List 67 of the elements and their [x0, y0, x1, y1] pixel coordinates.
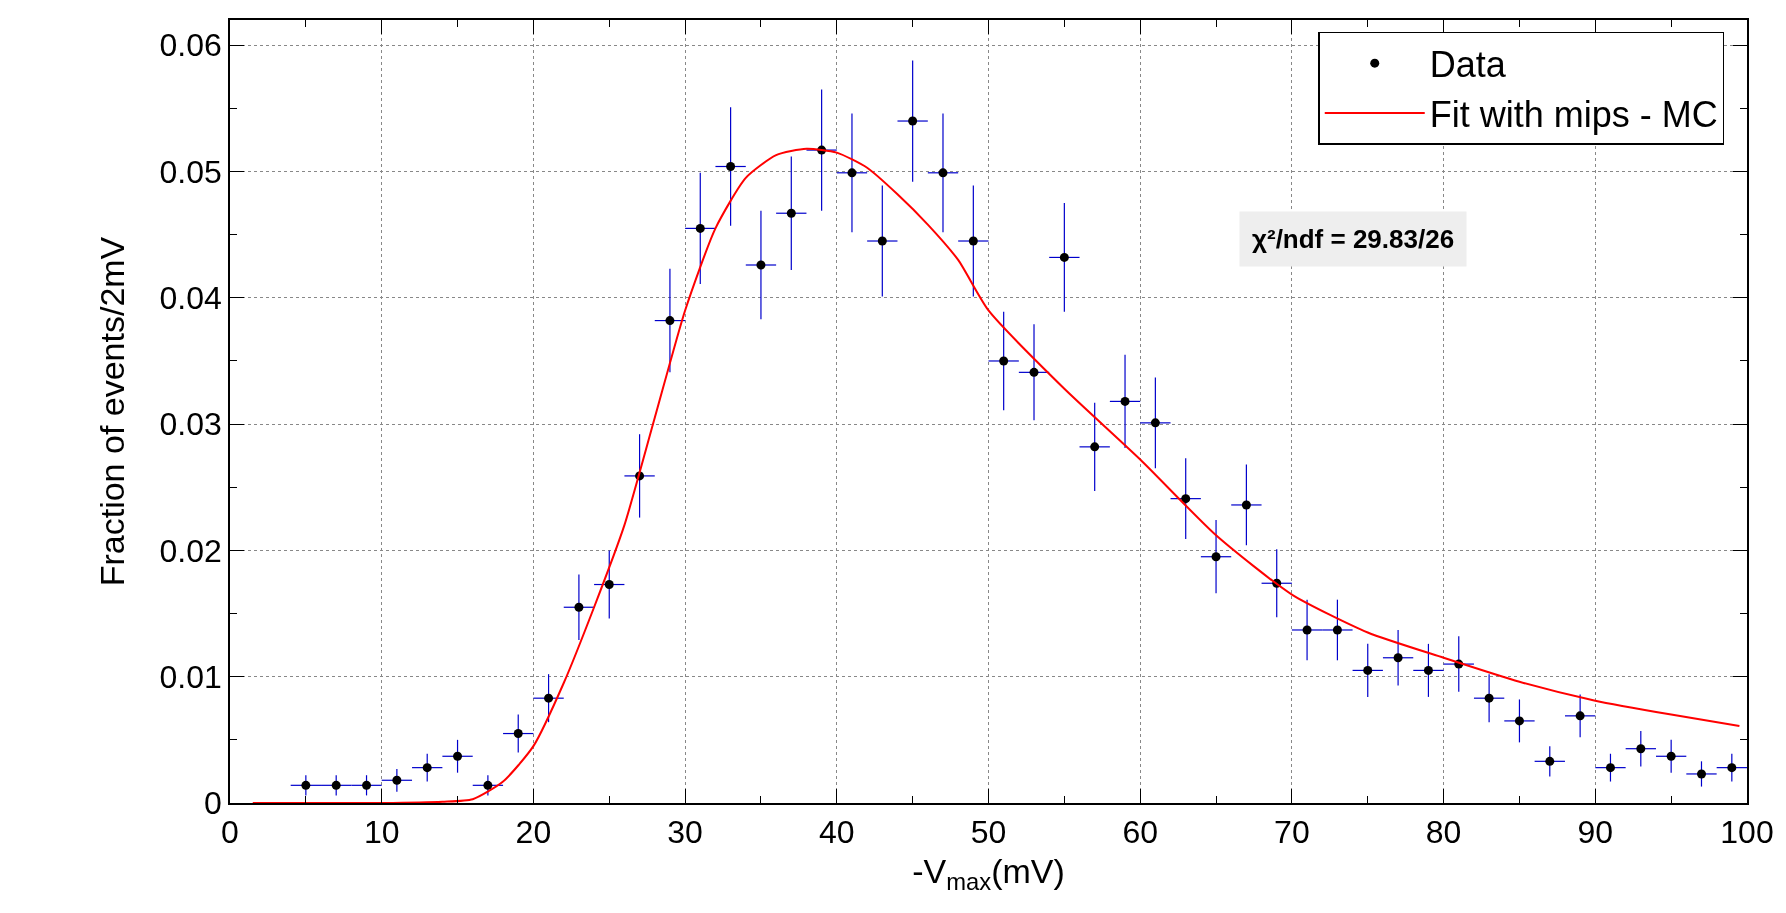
point	[604, 580, 614, 590]
y-axis-title: Fraction of events/2mV	[92, 236, 131, 587]
point	[1393, 653, 1403, 663]
y-tick-label: 0.02	[159, 532, 222, 569]
point	[1241, 500, 1251, 510]
point	[422, 763, 432, 773]
point	[1696, 769, 1706, 779]
point	[331, 780, 341, 790]
point	[392, 775, 402, 785]
x-tick-label: 80	[1425, 814, 1462, 851]
point	[1090, 442, 1100, 452]
point	[1575, 711, 1585, 721]
point	[1150, 418, 1160, 428]
point	[695, 223, 705, 233]
x-tick-label: 70	[1274, 814, 1310, 851]
y-tick-label: 0	[204, 785, 222, 822]
x-tick-label: 30	[667, 814, 703, 851]
point	[1666, 751, 1676, 761]
point	[1363, 665, 1373, 675]
point	[362, 780, 372, 790]
point	[301, 780, 311, 790]
point	[1029, 367, 1039, 377]
point	[1211, 552, 1221, 562]
x-tick-label: 20	[515, 814, 552, 851]
point	[513, 729, 523, 739]
x-tick-label: 100	[1720, 814, 1774, 851]
point	[453, 751, 463, 761]
point	[877, 236, 887, 246]
point	[1545, 756, 1555, 766]
point	[665, 316, 675, 326]
point	[1727, 763, 1737, 773]
point	[1636, 744, 1646, 754]
point	[999, 356, 1009, 366]
y-tick-label: 0.04	[159, 280, 222, 317]
y-tick-label: 0.06	[159, 27, 222, 64]
point	[786, 208, 796, 218]
legend-label: Data	[1429, 44, 1507, 86]
x-tick-label: 40	[819, 814, 855, 851]
point	[544, 693, 554, 703]
legend-label: Fit with mips - MC	[1429, 93, 1718, 135]
line-series	[251, 147, 1741, 803]
point	[726, 162, 736, 171]
point	[1120, 396, 1130, 406]
x-tick-label: 90	[1577, 814, 1614, 851]
point	[1059, 252, 1069, 262]
x-tick-label: 60	[1122, 814, 1158, 851]
point	[1302, 625, 1312, 635]
point	[847, 168, 857, 178]
point	[1423, 665, 1433, 675]
y-tick-label: 0.05	[159, 153, 222, 190]
x-axis-title: -V$_{max}$(mV)	[912, 851, 1065, 896]
point	[1484, 693, 1494, 703]
point	[574, 602, 584, 612]
point	[483, 780, 493, 790]
point	[908, 116, 918, 126]
point	[756, 260, 766, 270]
x-tick-label: 50	[970, 814, 1007, 851]
point	[1332, 625, 1342, 635]
y-tick-label: 0.03	[159, 406, 222, 443]
x-tick-label: 10	[363, 814, 400, 851]
point	[1181, 494, 1191, 504]
point	[938, 168, 948, 178]
point	[1605, 763, 1615, 773]
y-tick-label: 0.01	[159, 658, 222, 695]
point	[1514, 716, 1524, 726]
annotation: χ²/ndf = 29.83/26	[1252, 224, 1455, 254]
point	[968, 236, 978, 246]
